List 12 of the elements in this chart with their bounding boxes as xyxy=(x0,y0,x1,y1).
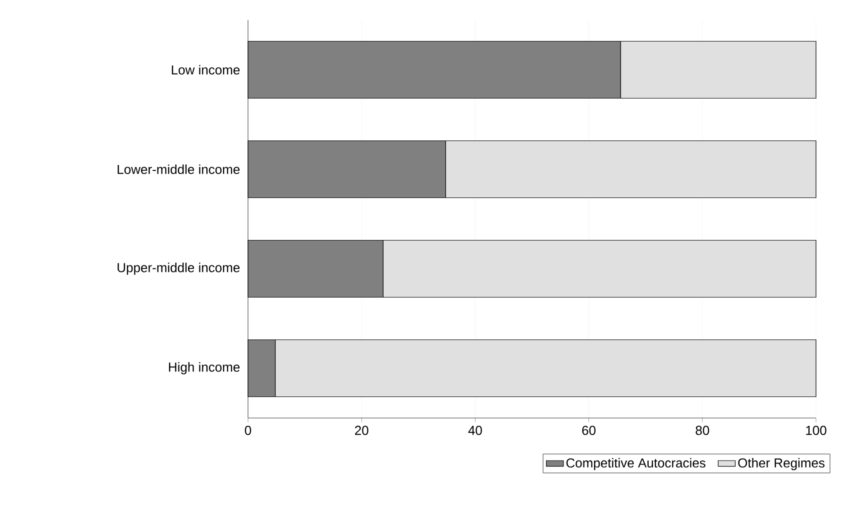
legend-label: Other Regimes xyxy=(738,458,825,470)
x-tick-label: 60 xyxy=(582,426,596,435)
x-tick-label: 80 xyxy=(696,426,710,435)
x-tick-label: 0 xyxy=(244,426,252,435)
x-tick-label: 40 xyxy=(468,426,482,435)
legend-label: Competitive Autocracies xyxy=(566,458,706,470)
y-tick-label: High income xyxy=(169,362,240,374)
x-tick-label: 20 xyxy=(355,426,368,435)
x-tick-label: 100 xyxy=(806,426,826,435)
y-tick-label: Low income xyxy=(172,64,240,75)
y-tick-label: Lower-middle income xyxy=(118,164,240,174)
y-tick-label: Upper-middle income xyxy=(118,262,240,275)
